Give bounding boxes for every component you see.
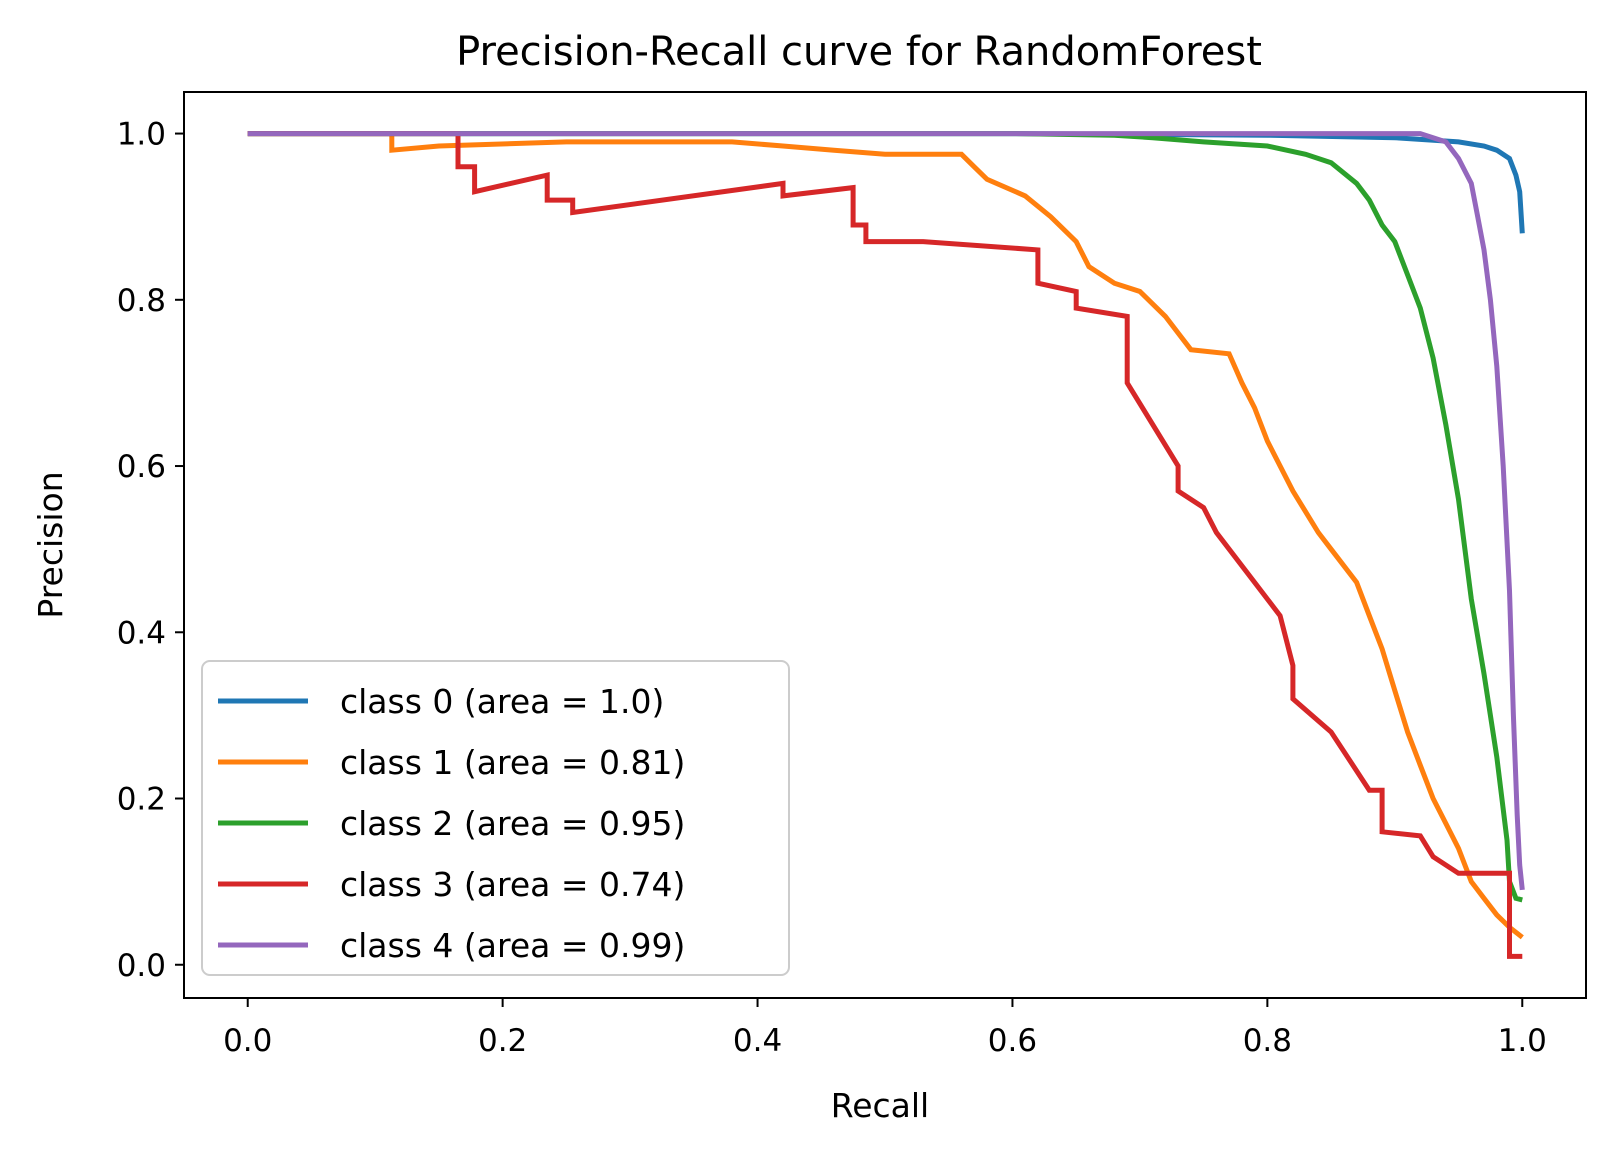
y-tick-label: 0.2 <box>117 782 166 818</box>
x-tick-label: 0.2 <box>478 1023 527 1059</box>
legend-label-class-1: class 1 (area = 0.81) <box>340 743 685 782</box>
chart-title: Precision-Recall curve for RandomForest <box>456 29 1262 75</box>
x-tick-label: 0.4 <box>733 1023 782 1059</box>
x-tick-label: 0.0 <box>223 1023 272 1059</box>
y-tick-label: 0.6 <box>117 449 166 485</box>
legend-box <box>201 660 790 976</box>
x-axis-label: Recall <box>831 1086 929 1125</box>
y-tick-label: 0.0 <box>117 948 166 984</box>
series-line-class-3 <box>247 131 1523 959</box>
plot-area: 0.0 0.2 0.4 0.6 0.8 1.0 0.0 0.2 0.4 0.6 0.8 1.0 <box>117 91 1587 1059</box>
axes-frame <box>183 91 1587 999</box>
x-tick-label: 0.8 <box>1243 1023 1292 1059</box>
x-tick-label: 1.0 <box>1498 1023 1547 1059</box>
legend-label-class-3: class 3 (area = 0.74) <box>340 865 685 904</box>
y-axis-label: Precision <box>31 471 70 618</box>
y-tick-label: 0.8 <box>117 283 166 319</box>
x-tick-label: 0.6 <box>988 1023 1037 1059</box>
legend-label-class-2: class 2 (area = 0.95) <box>340 804 685 843</box>
series-line-class-4 <box>247 131 1525 891</box>
legend: class 0 (area = 1.0) class 1 (area = 0.81… <box>201 660 790 976</box>
legend-label-class-4: class 4 (area = 0.99) <box>340 926 685 965</box>
y-tick-label: 1.0 <box>117 117 166 153</box>
series-line-class-1 <box>247 131 1524 940</box>
series-layer <box>247 131 1525 959</box>
y-axis-ticks: 0.0 0.2 0.4 0.6 0.8 1.0 <box>117 117 184 984</box>
x-axis-ticks: 0.0 0.2 0.4 0.6 0.8 1.0 <box>223 998 1547 1059</box>
y-tick-label: 0.4 <box>117 615 166 651</box>
legend-label-class-0: class 0 (area = 1.0) <box>340 682 664 721</box>
series-line-class-2 <box>247 131 1523 903</box>
